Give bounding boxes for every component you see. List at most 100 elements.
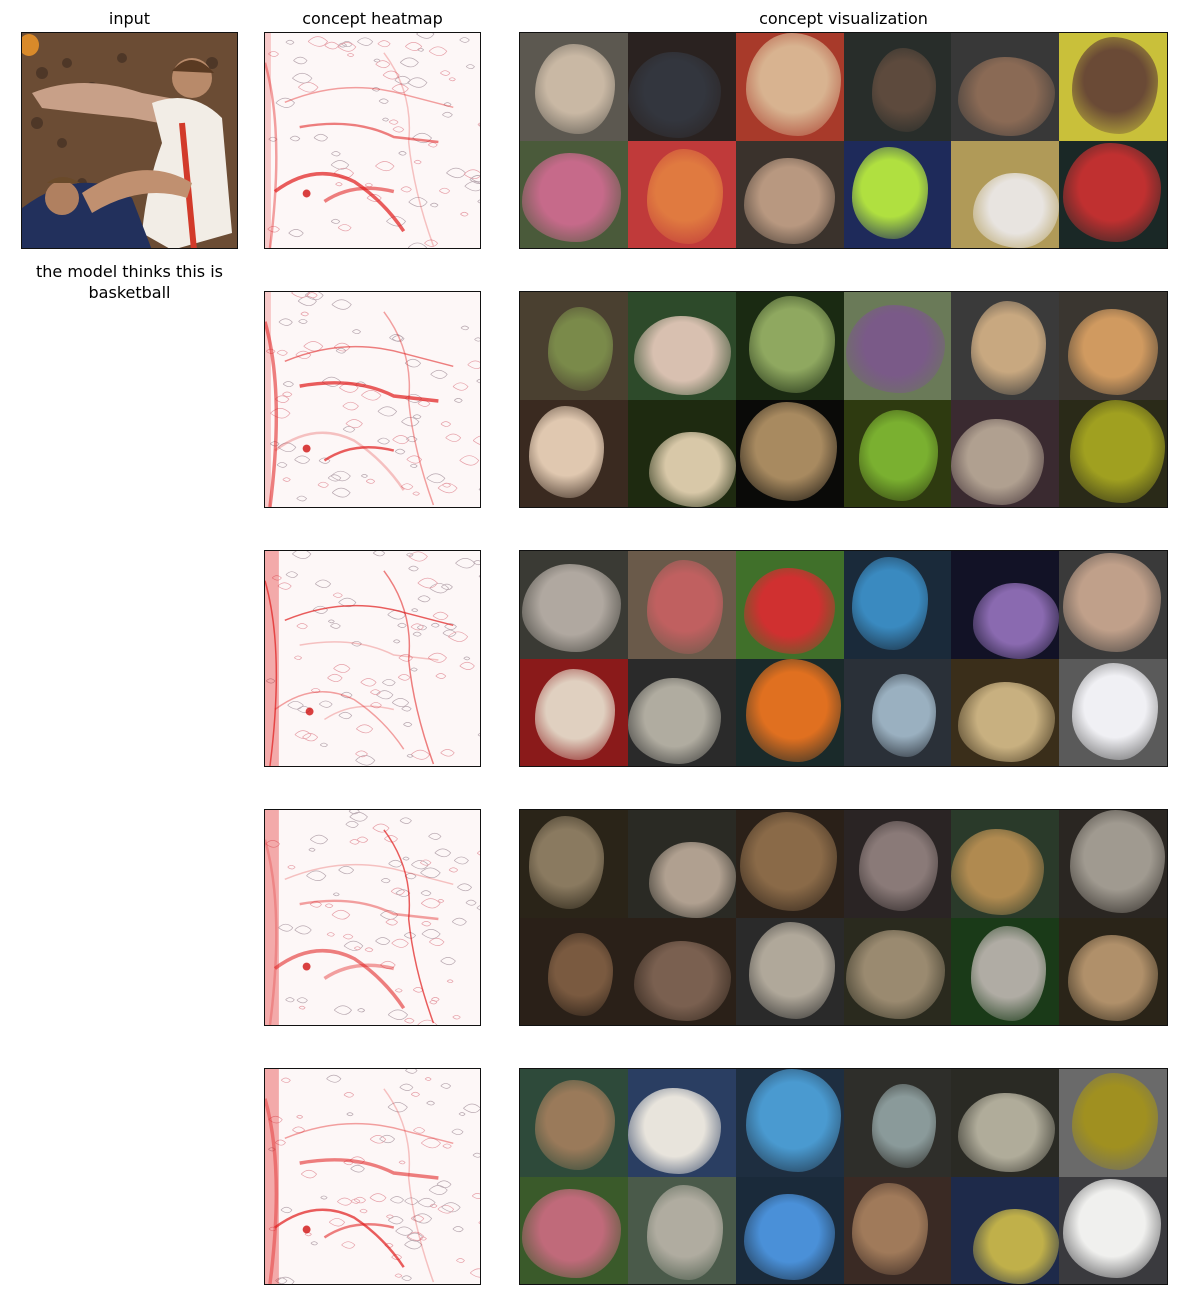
concept-example-tile (951, 551, 1060, 659)
concept-example-tile (843, 399, 952, 507)
concept-example-tile (735, 33, 844, 141)
concept-example-tile (735, 1176, 844, 1284)
concept-example-tile (627, 399, 736, 507)
concept-highlight-region (845, 304, 945, 394)
visualization-column-title: concept visualization (759, 9, 928, 28)
concept-highlight-region (649, 842, 736, 918)
concept-highlight-region (1069, 810, 1165, 914)
concept-example-tile (1059, 551, 1167, 659)
concept-highlight-region (522, 1189, 622, 1278)
concept-example-tile (1059, 33, 1167, 141)
concept-example-tile (1059, 917, 1167, 1025)
concept-example-tile (520, 399, 628, 507)
input-image-illustration (22, 33, 237, 248)
heatmap-graphic (265, 551, 480, 766)
concept-visualization-grid (519, 291, 1168, 508)
concept-example-tile (843, 1069, 952, 1177)
concept-example-tile (951, 1176, 1060, 1284)
concept-highlight-region (627, 1088, 721, 1175)
input-image (21, 32, 238, 249)
concept-highlight-region (1063, 1178, 1161, 1278)
concept-highlight-region (852, 1182, 928, 1276)
concept-highlight-region (739, 812, 838, 912)
concept-visualization-grid (519, 32, 1168, 249)
concept-highlight-region (649, 431, 736, 507)
concept-highlight-region (951, 418, 1045, 505)
concept-example-tile (1059, 140, 1167, 248)
concept-highlight-region (548, 307, 613, 391)
concept-example-tile (627, 140, 736, 248)
concept-example-tile (1059, 399, 1167, 507)
concept-highlight-region (852, 557, 928, 650)
concept-highlight-region (647, 1185, 723, 1280)
concept-heatmap (264, 1068, 481, 1285)
concept-highlight-region (1072, 1073, 1159, 1171)
concept-visualization-grid (519, 550, 1168, 767)
concept-example-tile (735, 658, 844, 766)
concept-example-tile (520, 140, 628, 248)
concept-example-tile (627, 292, 736, 400)
concept-highlight-region (1063, 142, 1161, 242)
concept-highlight-region (957, 1092, 1055, 1173)
concept-example-tile (627, 1176, 736, 1284)
concept-highlight-region (1072, 37, 1159, 135)
concept-example-tile (1059, 658, 1167, 766)
concept-example-tile (843, 33, 952, 141)
concept-highlight-region (535, 1079, 615, 1171)
concept-highlight-region (871, 1084, 937, 1168)
concept-example-tile (951, 1069, 1060, 1177)
concept-example-tile (843, 1176, 952, 1284)
concept-example-tile (843, 140, 952, 248)
concept-highlight-region (970, 926, 1047, 1021)
concept-example-tile (520, 292, 628, 400)
concept-example-tile (735, 917, 844, 1025)
concept-highlight-region (535, 43, 615, 135)
concept-highlight-region (871, 48, 937, 132)
concept-highlight-region (1069, 399, 1165, 503)
concept-example-tile (951, 140, 1060, 248)
concept-example-tile (843, 658, 952, 766)
concept-example-tile (951, 33, 1060, 141)
concept-example-tile (520, 1176, 628, 1284)
concept-example-tile (627, 33, 736, 141)
concept-highlight-region (858, 820, 939, 912)
concept-example-tile (735, 292, 844, 400)
concept-visualization-grid (519, 809, 1168, 1026)
concept-example-tile (627, 551, 736, 659)
concept-highlight-region (957, 682, 1055, 762)
concept-heatmap (264, 291, 481, 508)
concept-highlight-region (972, 583, 1060, 659)
concept-example-tile (627, 810, 736, 918)
concept-highlight-region (548, 932, 613, 1017)
concept-example-tile (1059, 292, 1167, 400)
concept-highlight-region (627, 677, 721, 764)
concept-highlight-region (972, 172, 1060, 248)
concept-visualization-grid (519, 1068, 1168, 1285)
concept-example-tile (843, 551, 952, 659)
concept-example-tile (627, 917, 736, 1025)
concept-example-tile (735, 1069, 844, 1177)
concept-highlight-region (748, 296, 835, 394)
concept-heatmap (264, 809, 481, 1026)
concept-highlight-region (528, 816, 605, 909)
concept-example-tile (627, 1069, 736, 1177)
concept-highlight-region (634, 941, 732, 1021)
concept-highlight-region (957, 56, 1055, 137)
concept-example-tile (520, 810, 628, 918)
concept-example-tile (735, 810, 844, 918)
concept-example-tile (843, 917, 952, 1025)
concept-example-tile (1059, 1176, 1167, 1284)
concept-highlight-region (1067, 309, 1159, 396)
concept-highlight-region (535, 669, 615, 760)
concept-example-tile (951, 658, 1060, 766)
concept-example-tile (735, 140, 844, 248)
concept-highlight-region (647, 559, 723, 655)
concept-highlight-region (972, 1208, 1060, 1284)
concept-highlight-region (522, 563, 622, 653)
heatmap-graphic (265, 1069, 480, 1284)
prediction-caption: the model thinks this is basketball (36, 262, 223, 302)
heatmap-graphic (265, 292, 480, 507)
concept-heatmap (264, 32, 481, 249)
concept-example-tile (951, 810, 1060, 918)
concept-example-tile (951, 917, 1060, 1025)
